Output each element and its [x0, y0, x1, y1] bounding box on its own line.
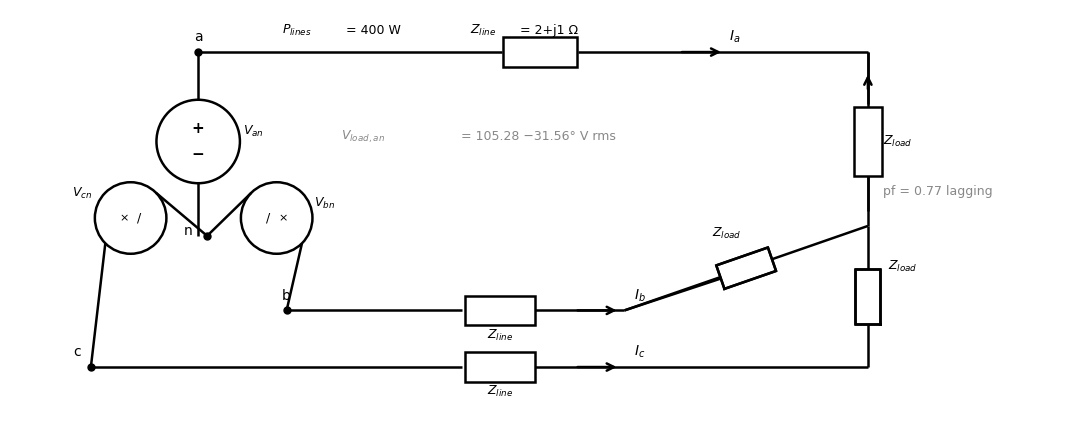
Text: c: c — [73, 345, 81, 359]
Text: $Z_{load}$: $Z_{load}$ — [883, 134, 912, 149]
Bar — [854, 107, 882, 176]
Text: ×: × — [119, 213, 128, 223]
Text: pf = 0.77 lagging: pf = 0.77 lagging — [883, 185, 993, 198]
Text: = 2+j1 Ω: = 2+j1 Ω — [520, 24, 578, 37]
Bar — [466, 352, 535, 382]
Text: $I_b$: $I_b$ — [634, 287, 646, 304]
Text: −: − — [192, 147, 205, 162]
Text: +: + — [192, 121, 205, 136]
Polygon shape — [856, 269, 881, 324]
Text: $V_{load,an}$: $V_{load,an}$ — [342, 128, 385, 145]
Text: b: b — [282, 289, 291, 303]
Text: $V_{bn}$: $V_{bn}$ — [315, 195, 335, 211]
Text: $Z_{load}$: $Z_{load}$ — [711, 226, 741, 241]
Text: $Z_{line}$: $Z_{line}$ — [487, 385, 513, 399]
Bar — [466, 296, 535, 325]
Text: $Z_{load}$: $Z_{load}$ — [888, 259, 917, 274]
Text: a: a — [194, 30, 203, 44]
Text: ×: × — [279, 213, 288, 223]
Text: $I_c$: $I_c$ — [634, 344, 646, 360]
Text: = 105.28 −31.56° V rms: = 105.28 −31.56° V rms — [460, 130, 616, 143]
Text: $P_{lines}$: $P_{lines}$ — [281, 23, 312, 38]
Text: $Z_{line}$: $Z_{line}$ — [470, 23, 497, 38]
Text: = 400 W: = 400 W — [346, 24, 401, 37]
Text: n: n — [183, 224, 192, 238]
Text: $V_{an}$: $V_{an}$ — [243, 124, 264, 139]
Polygon shape — [716, 248, 776, 289]
Text: $Z_{line}$: $Z_{line}$ — [487, 328, 513, 343]
Text: /: / — [265, 211, 270, 225]
Text: /: / — [137, 211, 141, 225]
Text: $V_{cn}$: $V_{cn}$ — [71, 186, 92, 201]
Text: $I_a$: $I_a$ — [729, 29, 741, 45]
Bar — [502, 37, 577, 67]
